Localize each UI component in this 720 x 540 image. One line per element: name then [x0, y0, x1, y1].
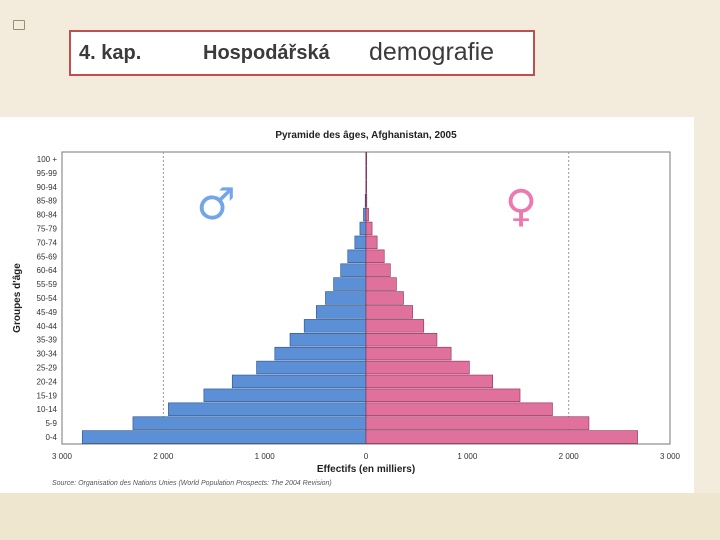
y-tick-label: 45-49	[37, 308, 58, 317]
x-tick-label: 2 000	[559, 452, 580, 461]
chart-title: Pyramide des âges, Afghanistan, 2005	[275, 130, 457, 141]
bar-male-35-39	[289, 333, 367, 347]
y-tick-label: 70-74	[37, 238, 58, 247]
bar-female-40-44	[365, 319, 425, 333]
bar-female-60-64	[365, 263, 391, 277]
bar-female-80-84	[365, 207, 369, 222]
title-subject: Hospodářská	[203, 42, 330, 64]
bar-female-50-54	[365, 291, 404, 305]
bar-male-60-64	[340, 263, 367, 277]
bar-female-35-39	[365, 333, 438, 347]
bar-female-15-19	[365, 388, 521, 403]
y-tick-label: 55-59	[37, 280, 58, 289]
y-tick-label: 10-14	[37, 405, 58, 414]
bar-male-45-49	[316, 305, 367, 319]
y-tick-label: 35-39	[37, 336, 58, 345]
y-tick-label: 75-79	[37, 224, 58, 233]
x-tick-label: 3 000	[52, 452, 73, 461]
bar-male-5-9	[132, 416, 367, 430]
bar-male-70-74	[354, 235, 367, 250]
bar-female-70-74	[365, 235, 378, 250]
y-tick-label: 90-94	[37, 183, 58, 192]
bar-female-65-69	[365, 249, 385, 263]
bar-female-85-89	[365, 193, 368, 208]
y-tick-label: 85-89	[37, 197, 58, 206]
slide-corner-icon	[13, 20, 25, 30]
y-tick-label: 15-19	[37, 391, 58, 400]
bar-male-65-69	[347, 249, 367, 263]
bar-male-55-59	[333, 277, 367, 291]
bar-male-25-29	[256, 360, 367, 375]
bar-male-50-54	[325, 291, 367, 305]
bar-female-45-49	[365, 305, 413, 319]
x-tick-label: 0	[364, 452, 369, 461]
female-symbol-icon: ♀	[505, 181, 537, 232]
y-tick-label: 50-54	[37, 294, 58, 303]
y-tick-label: 65-69	[37, 252, 58, 261]
bar-male-30-34	[274, 346, 367, 361]
bar-female-30-34	[365, 346, 452, 361]
bar-male-15-19	[203, 388, 367, 403]
bar-female-25-29	[365, 360, 470, 375]
population-pyramid-chart: 0-4 5-9 10-14 15-19 20-24 25-29 30-34 35-39 40-4…	[12, 130, 681, 475]
bar-female-75-79	[365, 221, 373, 236]
bar-male-0-4	[81, 430, 367, 444]
title-chapter: 4. kap.	[79, 42, 142, 64]
bar-male-20-24	[231, 374, 367, 389]
y-tick-label: 25-29	[37, 364, 58, 373]
y-tick-label: 80-84	[37, 211, 58, 220]
x-tick-label: 1 000	[457, 452, 478, 461]
y-tick-label: 95-99	[37, 169, 58, 178]
x-tick-label: 2 000	[153, 452, 174, 461]
slide-footer-band	[0, 493, 720, 540]
bar-female-55-59	[365, 277, 397, 291]
bar-female-90-94	[365, 180, 367, 194]
y-tick-label: 60-64	[37, 266, 58, 275]
bar-male-75-79	[359, 221, 367, 236]
bar-female-0-4	[365, 430, 638, 444]
y-tick-label: 40-44	[37, 322, 58, 331]
bar-female-5-9	[365, 416, 590, 430]
bar-female-20-24	[365, 374, 493, 389]
x-tick-label: 1 000	[255, 452, 276, 461]
y-tick-label: 20-24	[37, 377, 58, 386]
bar-male-80-84	[363, 207, 367, 222]
bar-female-10-14	[365, 402, 553, 416]
title-topic: demografie	[369, 38, 495, 66]
x-axis-label: Effectifs (en milliers)	[317, 464, 415, 475]
male-symbol-icon: ♂	[196, 179, 235, 230]
bar-female-100 +	[365, 152, 367, 166]
y-tick-label: 30-34	[37, 350, 58, 359]
x-tick-label: 3 000	[660, 452, 681, 461]
bar-male-40-44	[303, 319, 367, 333]
y-tick-label: 0-4	[45, 433, 57, 442]
bar-female-95-99	[365, 166, 367, 180]
population-pyramid-figure: 0-4 5-9 10-14 15-19 20-24 25-29 30-34 35-39 40-4…	[0, 117, 694, 493]
source-note: Source: Organisation des Nations Unies (…	[52, 480, 332, 487]
bar-male-10-14	[168, 402, 367, 416]
y-tick-label: 100 +	[37, 155, 58, 164]
slide-title-box: 4. kap. Hospodářská demografie	[69, 30, 535, 76]
y-tick-label: 5-9	[45, 419, 57, 428]
y-axis-label: Groupes d'âge	[12, 263, 23, 333]
